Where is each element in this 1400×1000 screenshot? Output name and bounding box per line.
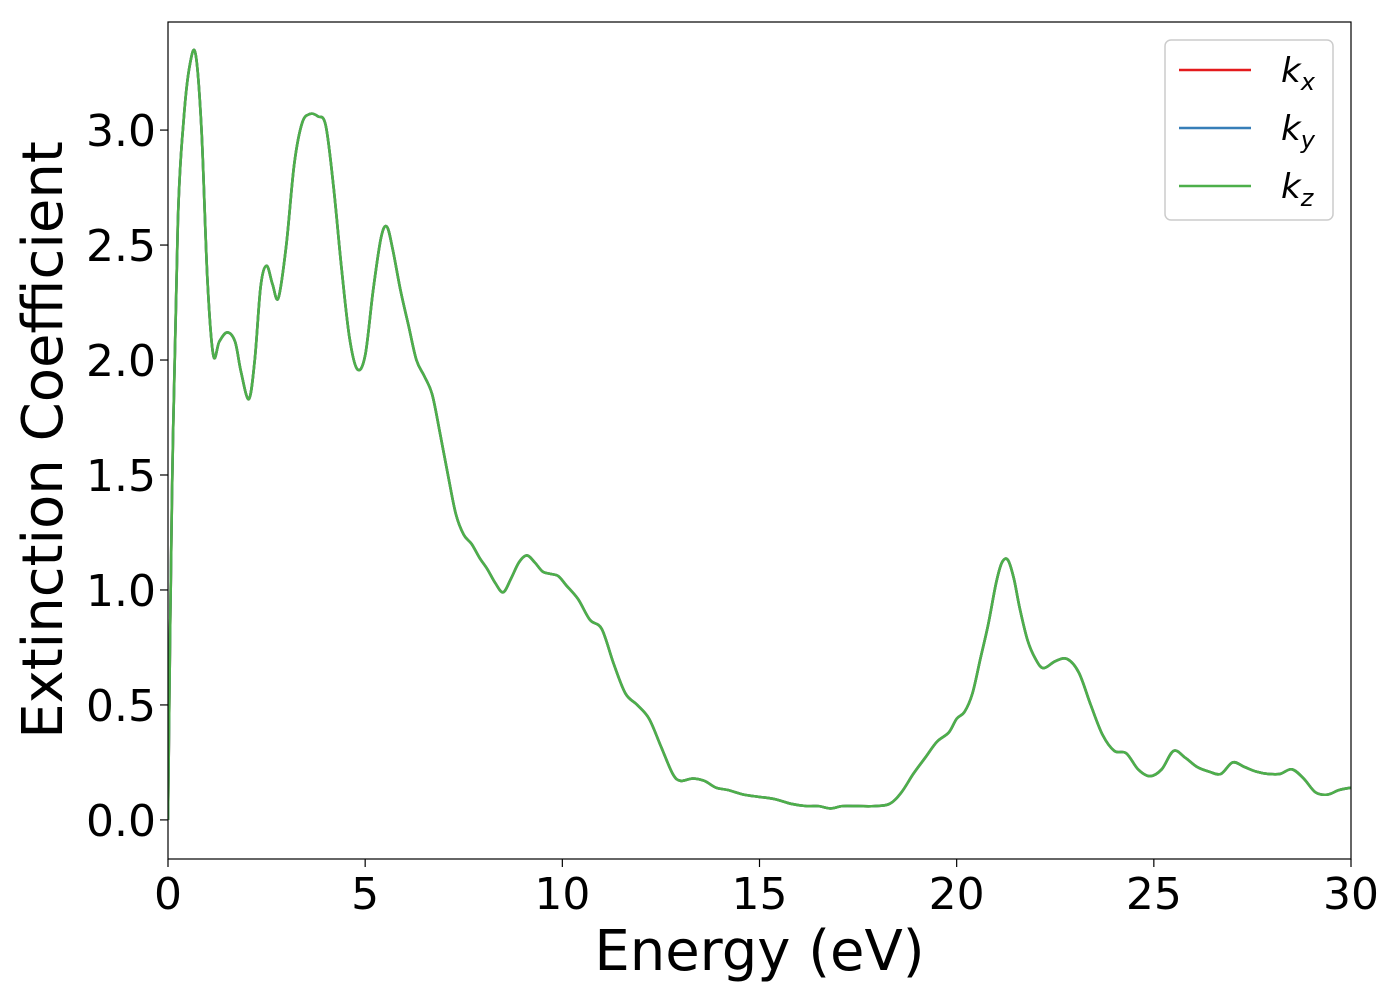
- y-tick-label: 1.0: [86, 566, 156, 617]
- x-axis-ticks: 0 5 10 15 20 25 30: [154, 859, 1379, 920]
- series-line-kz: [168, 48, 1351, 820]
- legend-label-kz: kz: [1281, 167, 1315, 212]
- x-tick-label: 10: [534, 869, 590, 920]
- legend: kx ky kz: [1164, 39, 1334, 221]
- series-layer: [168, 48, 1351, 820]
- y-axis-ticks: 0.0 0.5 1.0 1.5 2.0 2.5 3.0: [86, 106, 168, 847]
- y-tick-label: 2.0: [86, 336, 156, 387]
- y-axis-title: Extinction Coefficient: [11, 141, 76, 739]
- legend-box: [1164, 39, 1334, 221]
- x-tick-label: 30: [1323, 869, 1379, 920]
- x-tick-label: 5: [351, 869, 379, 920]
- y-tick-label: 3.0: [86, 106, 156, 157]
- legend-label-kx: kx: [1281, 51, 1316, 96]
- x-tick-label: 20: [929, 869, 985, 920]
- y-tick-label: 2.5: [86, 221, 156, 272]
- y-tick-label: 1.5: [86, 451, 156, 502]
- x-tick-label: 15: [732, 869, 788, 920]
- legend-label-ky: ky: [1281, 109, 1316, 154]
- x-axis-title: Energy (eV): [594, 919, 924, 984]
- y-tick-label: 0.0: [86, 796, 156, 847]
- y-tick-label: 0.5: [86, 681, 156, 732]
- x-tick-label: 0: [154, 869, 182, 920]
- x-tick-label: 25: [1126, 869, 1182, 920]
